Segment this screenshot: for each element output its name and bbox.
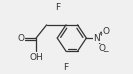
Text: F: F [63,63,69,72]
Text: F: F [55,3,60,12]
Text: O: O [99,44,106,53]
Text: OH: OH [29,53,43,62]
Text: O: O [102,27,109,36]
Text: N: N [93,34,100,43]
Text: +: + [97,31,102,36]
Text: −: − [102,47,108,56]
Text: O: O [18,34,25,43]
